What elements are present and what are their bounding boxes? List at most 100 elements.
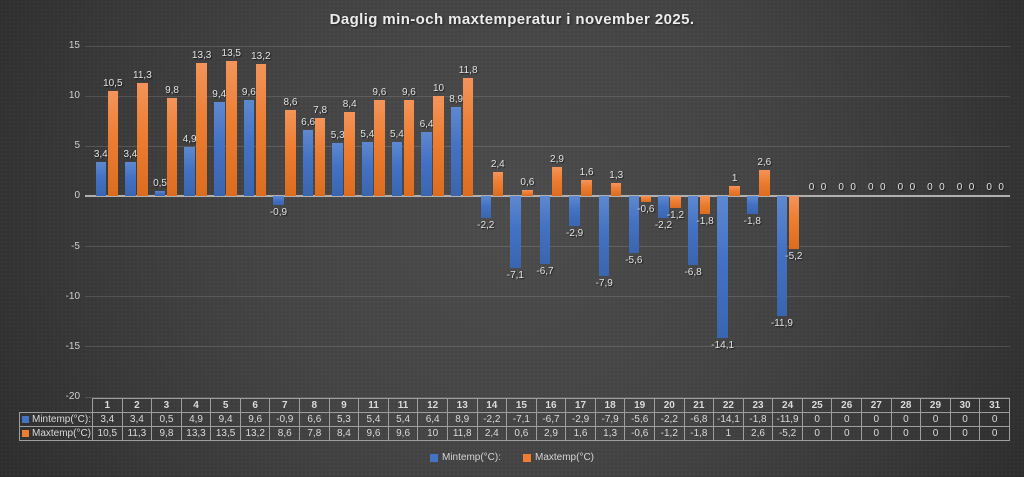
table-day-header: 16: [535, 398, 567, 413]
data-label: -5,2: [785, 250, 803, 262]
data-label: 0: [897, 182, 904, 194]
table-day-header: 7: [269, 398, 301, 413]
table-day-header: 24: [772, 398, 803, 413]
table-cell: 0,5: [151, 412, 182, 427]
table-day-header: 6: [239, 398, 271, 413]
data-label: 2,4: [490, 159, 505, 171]
maxtemp-bar: [403, 100, 415, 197]
maxtemp-bar: [759, 170, 770, 197]
maxtemp-bar: [729, 186, 740, 197]
data-label: 0,5: [153, 178, 167, 190]
maxtemp-bar: [166, 98, 178, 197]
data-label: -11,9: [770, 317, 793, 329]
data-label: 3,4: [123, 149, 138, 161]
data-label: -7,1: [506, 269, 524, 281]
mintemp-bar: [273, 196, 284, 206]
data-label: -6,7: [536, 265, 554, 277]
table-row-label: Maxtemp(°C): [19, 426, 93, 441]
data-label: -5,6: [625, 254, 643, 266]
table-day-header: 2: [121, 398, 153, 413]
table-day-header: 9: [328, 398, 360, 413]
mintemp-bar: [510, 196, 521, 268]
table-cell: 1,6: [565, 426, 596, 441]
maxtemp-bar: [137, 83, 148, 197]
data-label: 6,4: [419, 119, 434, 131]
table-day-header: 19: [624, 398, 655, 413]
data-label: 2,9: [550, 154, 564, 166]
gridline: [85, 296, 1010, 298]
data-label: -1,8: [696, 216, 714, 228]
mintemp-bar: [184, 147, 195, 197]
data-label: 10,5: [103, 78, 123, 90]
table-cell: 0: [861, 426, 892, 441]
maxtemp-bar: [374, 100, 385, 197]
mintemp-bar: [598, 196, 610, 276]
table-cell: -6,8: [683, 412, 715, 427]
table-cell: -2,9: [565, 412, 596, 427]
table-cell: -5,2: [772, 426, 803, 441]
table-cell: 9,6: [358, 426, 389, 441]
table-cell: 9,6: [239, 412, 271, 427]
data-label: 2,6: [757, 157, 772, 169]
data-label: 0: [968, 182, 975, 194]
data-label: 9,6: [372, 87, 387, 99]
table-day-header: 31: [979, 398, 1010, 413]
table-cell: -1,2: [653, 426, 685, 441]
y-axis-tick-label: 10: [68, 90, 80, 102]
data-label: -2,2: [477, 220, 495, 232]
data-label: 0: [879, 182, 886, 194]
maxtemp-bar: [581, 180, 592, 197]
table-cell: -0,9: [269, 412, 301, 427]
data-label: -1,8: [743, 216, 761, 228]
mintemp-bar: [154, 191, 166, 197]
maxtemp-bar: [344, 112, 355, 197]
table-cell: 13,5: [210, 426, 241, 441]
table-cell: 9,6: [387, 426, 419, 441]
mintemp-bar: [687, 196, 699, 265]
table-day-header: 11: [358, 398, 389, 413]
data-label: 5,3: [330, 130, 345, 142]
gridline: [85, 346, 1010, 348]
table-day-header: 1: [92, 398, 123, 413]
chart-legend: Mintemp(°C): Maxtemp(°C): [0, 452, 1024, 463]
mintemp-bar: [658, 196, 669, 219]
table-cell: 0: [831, 426, 863, 441]
table-cell: 6,6: [299, 412, 330, 427]
mintemp-bar: [628, 196, 640, 253]
y-axis-tick-label: -20: [65, 391, 80, 402]
table-day-header: 14: [476, 398, 508, 413]
maxtemp-bar: [551, 167, 563, 197]
data-label: 0: [927, 182, 933, 194]
series-swatch-icon: [22, 430, 29, 437]
data-label: 13,3: [191, 50, 212, 62]
data-label: 0: [956, 182, 963, 194]
table-cell: -6,7: [535, 412, 567, 427]
table-day-header: 5: [210, 398, 241, 413]
table-cell: -0,6: [624, 426, 655, 441]
maxtemp-bar: [314, 118, 326, 197]
data-label: 13,2: [251, 51, 271, 63]
data-label: 9,6: [401, 87, 416, 99]
data-label: 7,8: [313, 105, 328, 117]
y-axis-tick-label: -10: [65, 290, 80, 302]
data-label: -2,9: [565, 227, 584, 239]
table-day-header: 27: [861, 398, 892, 413]
table-cell: 0: [861, 412, 892, 427]
table-day-header: 18: [594, 398, 626, 413]
table-cell: 3,4: [121, 412, 153, 427]
table-cell: -14,1: [713, 412, 744, 427]
table-day-header: 29: [920, 398, 951, 413]
table-day-header: 4: [180, 398, 212, 413]
mintemp-bar: [776, 196, 788, 316]
y-axis-tick-label: 0: [74, 190, 80, 202]
table-day-header: 21: [683, 398, 715, 413]
table-day-header: 3: [151, 398, 182, 413]
table-day-header: 26: [831, 398, 863, 413]
table-cell: 0: [979, 412, 1010, 427]
mintemp-bar: [302, 130, 314, 197]
data-label: -0,6: [637, 204, 655, 216]
table-cell: 13,2: [239, 426, 271, 441]
maxtemp-bar: [610, 183, 622, 197]
data-label: 3,4: [93, 149, 108, 161]
maxtemp-legend-label: Maxtemp(°C): [535, 452, 595, 463]
